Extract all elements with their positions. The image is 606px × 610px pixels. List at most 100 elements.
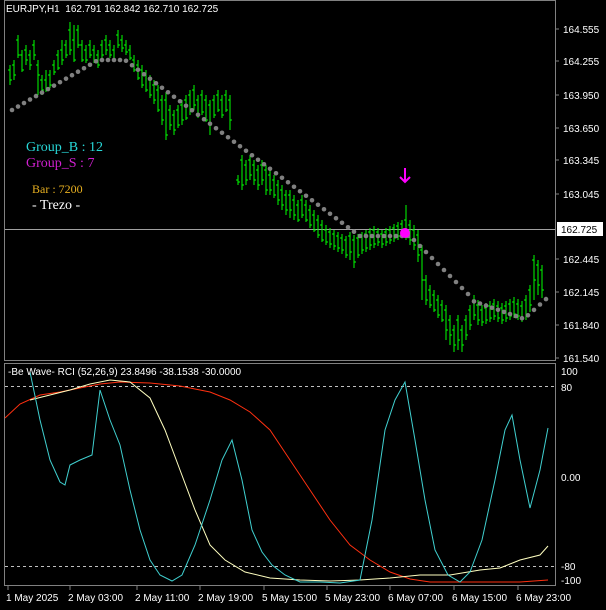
price-axis: 164.555 164.255 163.950 163.650 163.345 163.0… <box>555 25 600 365</box>
price-tick-label: 161.840 <box>563 321 600 332</box>
trend-dot <box>207 121 213 127</box>
trend-dot <box>147 76 153 82</box>
trend-dot <box>195 112 201 118</box>
trend-dot <box>459 285 465 291</box>
price-tick-label: 163.045 <box>563 190 600 201</box>
current-price-label: 162.725 <box>561 225 598 236</box>
trend-dot <box>9 107 15 113</box>
rci-short-line <box>29 371 549 584</box>
trend-dot <box>495 307 501 313</box>
trend-dot <box>471 299 477 304</box>
price-tick-label: 163.345 <box>563 156 600 167</box>
price-tick-label: 161.540 <box>563 354 600 365</box>
trend-dot <box>477 301 483 306</box>
trend-dot <box>501 309 507 315</box>
rci-axis: 100 80 0.00 -80 -100 <box>561 367 581 587</box>
trend-dot <box>447 273 453 279</box>
trend-dot <box>93 58 99 64</box>
current-price-box <box>557 222 603 236</box>
trend-dot <box>333 215 339 221</box>
main-pane-frame <box>4 0 556 361</box>
trend-dot <box>57 79 63 85</box>
trend-dot <box>453 279 459 285</box>
trend-dots <box>9 57 549 321</box>
trend-dot <box>213 125 219 131</box>
trend-dot <box>315 202 321 208</box>
candles <box>8 22 544 352</box>
trend-dot <box>297 188 303 194</box>
trend-dot <box>423 249 429 255</box>
time-tick-label: 1 May 2025 <box>6 593 59 604</box>
trend-dot <box>171 94 177 100</box>
trend-dot <box>111 57 117 63</box>
trend-dot <box>381 233 387 239</box>
trezo-label: - Trezo - <box>32 198 81 213</box>
indicator-label: -Be Wave- RCI (52,26,9) 23.8496 -38.1538… <box>8 367 242 378</box>
trend-dot <box>261 161 267 167</box>
trend-dot <box>483 303 489 308</box>
trend-dot <box>45 86 51 92</box>
trend-dot <box>345 224 351 230</box>
trend-dot <box>105 57 111 63</box>
symbol-label: EURJPY,H1 <box>6 4 60 15</box>
trend-dot <box>33 93 39 99</box>
trend-dot <box>123 58 129 64</box>
trend-dot <box>135 67 141 73</box>
trend-dot <box>417 243 423 249</box>
rci-tick-label: -80 <box>561 562 576 573</box>
indicator-pane-frame <box>4 363 556 586</box>
signal-dot <box>400 228 410 238</box>
trend-dot <box>327 211 333 217</box>
price-tick-label: 163.950 <box>563 91 600 102</box>
price-tick-label: 163.650 <box>563 124 600 135</box>
time-tick-label: 5 May 15:00 <box>262 593 317 604</box>
trend-dot <box>159 85 165 91</box>
price-tick-label: 162.145 <box>563 288 600 299</box>
trend-dot <box>81 65 87 71</box>
price-tick-label: 164.555 <box>563 25 600 36</box>
rci-tick-label: 0.00 <box>561 473 581 484</box>
trend-dot <box>225 134 231 140</box>
trend-dot <box>75 69 81 75</box>
time-axis: 1 May 2025 2 May 03:00 2 May 11:00 2 May 19… <box>6 586 571 604</box>
trend-dot <box>237 143 243 149</box>
trend-dot <box>273 170 279 176</box>
time-tick-label: 2 May 03:00 <box>68 593 123 604</box>
trend-dot <box>363 233 369 239</box>
trend-dot <box>267 166 273 172</box>
trend-dot <box>51 83 57 88</box>
rci-mid-line <box>29 379 549 582</box>
trend-dot <box>303 193 309 199</box>
trend-dot <box>429 255 435 261</box>
trend-dot <box>99 57 105 63</box>
trend-dot <box>201 116 207 122</box>
group-s-label: Group_S : 7 <box>26 156 95 171</box>
trend-dot <box>387 233 393 239</box>
time-tick-label: 6 May 07:00 <box>388 593 443 604</box>
trend-dot <box>87 62 93 68</box>
trend-dot <box>411 237 417 243</box>
ohlc-values: 162.791 162.842 162.710 162.725 <box>65 4 219 15</box>
sell-arrow-icon <box>399 168 411 184</box>
trend-dot <box>285 179 291 185</box>
trend-dot <box>21 100 27 106</box>
rci-tick-label: -100 <box>561 576 581 587</box>
trend-dot <box>537 302 543 307</box>
price-tick-label: 164.255 <box>563 57 600 68</box>
rci-tick-label: 80 <box>561 383 573 394</box>
trend-dot <box>39 90 45 95</box>
trend-dot <box>219 130 225 136</box>
trend-dot <box>519 315 525 321</box>
trend-dot <box>351 229 357 235</box>
trend-dot <box>489 305 495 311</box>
trend-dot <box>129 62 135 68</box>
trend-dot <box>357 233 363 239</box>
trend-dot <box>309 197 315 203</box>
rci-tick-label: 100 <box>561 367 578 378</box>
trend-dot <box>531 307 537 313</box>
trend-dot <box>507 311 513 317</box>
rci-long-line <box>4 381 549 583</box>
trend-dot <box>321 206 327 212</box>
trend-dot <box>249 152 255 158</box>
